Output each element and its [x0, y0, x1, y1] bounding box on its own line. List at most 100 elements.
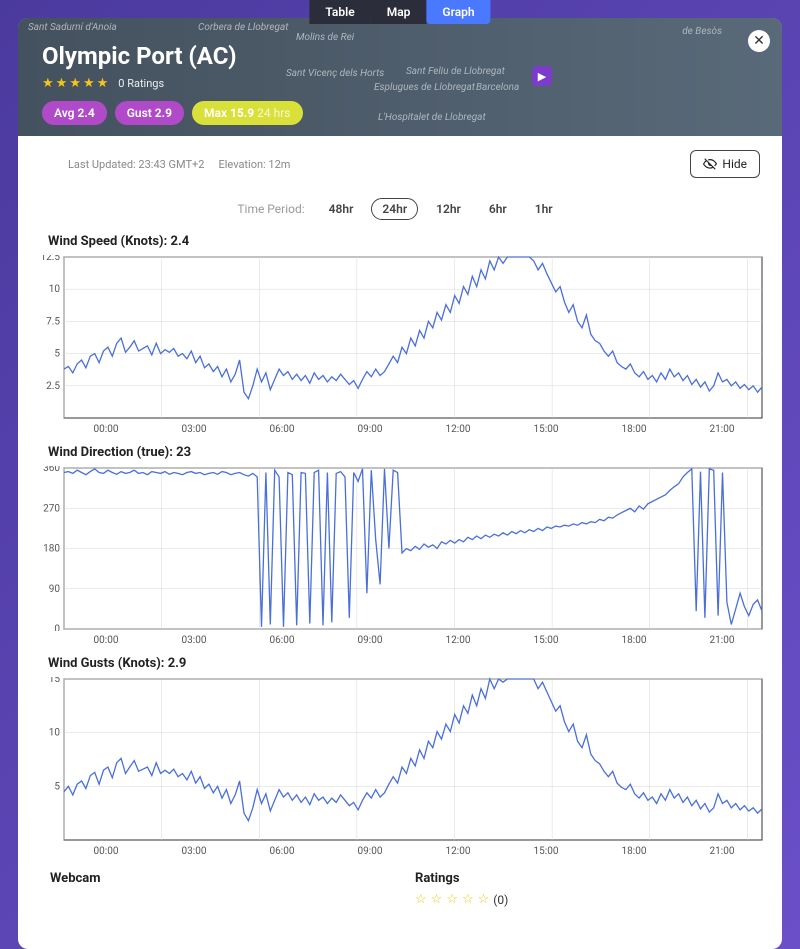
webcam-title: Webcam — [50, 871, 385, 886]
star-outline-icon: ☆ — [431, 892, 443, 907]
pill-max-suffix: 24 hrs — [257, 106, 290, 120]
pill-max-label: Max — [204, 106, 227, 120]
eye-off-icon — [703, 157, 717, 171]
svg-text:15: 15 — [49, 677, 61, 685]
period-option-6hr[interactable]: 6hr — [479, 199, 517, 219]
x-tick-label: 18:00 — [622, 635, 647, 646]
ratings-section: Ratings ☆ ☆ ☆ ☆ ☆ (0) — [415, 871, 750, 907]
star-icon: ★ — [83, 76, 95, 91]
star-icon: ★ — [42, 76, 54, 91]
xaxis-direction: 00:00 03:00 06:00 09:00 12:00 15:00 18:00 21:00 — [34, 631, 766, 646]
chart-speed-section: Wind Speed (Knots): 2.4 2.5 5 7.5 10 12.5 00… — [34, 234, 766, 435]
svg-text:10: 10 — [49, 728, 61, 739]
svg-text:5: 5 — [54, 781, 60, 792]
x-tick-label: 21:00 — [710, 846, 735, 857]
close-icon: ✕ — [753, 33, 765, 49]
period-option-1hr[interactable]: 1hr — [525, 199, 563, 219]
elevation-text: Elevation: 12m — [219, 158, 291, 171]
page-title: Olympic Port (AC) — [42, 42, 758, 70]
hide-label: Hide — [722, 157, 747, 171]
svg-text:10: 10 — [49, 284, 61, 295]
tab-map[interactable]: Map — [371, 0, 427, 24]
ratings-count: (0) — [493, 893, 508, 907]
x-tick-label: 15:00 — [534, 846, 559, 857]
chart-direction-title: Wind Direction (true): 23 — [48, 445, 766, 460]
map-label: Esplugues de Llobregat — [374, 82, 475, 93]
x-tick-label: 09:00 — [358, 424, 383, 435]
xaxis-gusts: 00:00 03:00 06:00 09:00 12:00 15:00 18:00 21:00 — [34, 842, 766, 857]
svg-text:7.5: 7.5 — [46, 316, 60, 327]
x-tick-label: 15:00 — [534, 635, 559, 646]
svg-text:12.5: 12.5 — [41, 255, 61, 263]
header-stars: ★ ★ ★ ★ ★ — [42, 76, 108, 91]
location-marker-icon[interactable]: ▶ — [532, 66, 552, 86]
pill-avg-value: 2.4 — [77, 106, 94, 120]
map-label: Sant Vicenç dels Horts — [286, 68, 384, 79]
time-period-label: Time Period: — [237, 202, 304, 216]
star-outline-icon: ☆ — [478, 892, 490, 907]
header: Sant Sadurní d'Anoia Corbera de Llobrega… — [18, 18, 782, 136]
star-icon: ★ — [97, 76, 109, 91]
star-icon: ★ — [56, 76, 68, 91]
svg-text:180: 180 — [43, 544, 60, 555]
x-tick-label: 18:00 — [622, 846, 647, 857]
period-option-48hr[interactable]: 48hr — [319, 199, 364, 219]
chart-gusts-section: Wind Gusts (Knots): 2.9 5 10 15 00:00 03:00… — [34, 656, 766, 857]
close-button[interactable]: ✕ — [748, 30, 770, 52]
period-option-24hr[interactable]: 24hr — [371, 198, 418, 220]
x-tick-label: 21:00 — [710, 424, 735, 435]
chart-gusts: 5 10 15 — [34, 677, 766, 842]
star-outline-icon: ☆ — [415, 892, 427, 907]
pill-avg: Avg 2.4 — [42, 101, 107, 125]
pill-avg-label: Avg — [54, 106, 74, 120]
x-tick-label: 12:00 — [446, 846, 471, 857]
hide-button[interactable]: Hide — [690, 150, 760, 178]
modal: Sant Sadurní d'Anoia Corbera de Llobrega… — [18, 18, 782, 949]
x-tick-label: 06:00 — [270, 846, 295, 857]
xaxis-speed: 00:00 03:00 06:00 09:00 12:00 15:00 18:00 21:00 — [34, 420, 766, 435]
svg-text:5: 5 — [54, 349, 60, 360]
x-tick-label: 03:00 — [182, 424, 207, 435]
star-icon: ★ — [69, 76, 81, 91]
pill-gust: Gust 2.9 — [115, 101, 184, 125]
x-tick-label: 18:00 — [622, 424, 647, 435]
chart-gusts-title: Wind Gusts (Knots): 2.9 — [48, 656, 766, 671]
x-tick-label: 00:00 — [94, 424, 119, 435]
pill-gust-label: Gust — [127, 106, 152, 120]
svg-text:360: 360 — [43, 466, 60, 474]
svg-text:270: 270 — [43, 503, 60, 514]
x-tick-label: 06:00 — [270, 635, 295, 646]
x-tick-label: 21:00 — [710, 635, 735, 646]
x-tick-label: 15:00 — [534, 424, 559, 435]
svg-text:2.5: 2.5 — [46, 381, 60, 392]
x-tick-label: 09:00 — [358, 635, 383, 646]
top-tabs: Table Map Graph — [309, 0, 490, 24]
map-label: L'Hospitalet de Llobregat — [378, 112, 486, 123]
map-label: Sant Sadurní d'Anoia — [28, 22, 117, 33]
x-tick-label: 03:00 — [182, 846, 207, 857]
time-period-row: Time Period: 48hr 24hr 12hr 6hr 1hr — [18, 186, 782, 234]
pill-max-value: 15.9 — [230, 106, 254, 120]
tab-table[interactable]: Table — [309, 0, 370, 24]
ratings-stars[interactable]: ☆ ☆ ☆ ☆ ☆ (0) — [415, 892, 750, 907]
svg-text:90: 90 — [49, 584, 61, 595]
x-tick-label: 03:00 — [182, 635, 207, 646]
chart-speed: 2.5 5 7.5 10 12.5 — [34, 255, 766, 420]
star-outline-icon: ☆ — [446, 892, 458, 907]
period-option-12hr[interactable]: 12hr — [426, 199, 471, 219]
last-updated-text: Last Updated: 23:43 GMT+2 — [68, 158, 205, 171]
map-label: Corbera de Llobregat — [198, 22, 288, 33]
x-tick-label: 00:00 — [94, 846, 119, 857]
x-tick-label: 09:00 — [358, 846, 383, 857]
x-tick-label: 06:00 — [270, 424, 295, 435]
x-tick-label: 00:00 — [94, 635, 119, 646]
x-tick-label: 12:00 — [446, 424, 471, 435]
x-tick-label: 12:00 — [446, 635, 471, 646]
map-label: de Besòs — [682, 26, 722, 37]
svg-text:0: 0 — [54, 624, 60, 631]
pill-gust-value: 2.9 — [155, 106, 172, 120]
chart-speed-title: Wind Speed (Knots): 2.4 — [48, 234, 766, 249]
tab-graph[interactable]: Graph — [426, 0, 490, 24]
star-outline-icon: ☆ — [462, 892, 474, 907]
map-label: Molins de Rei — [296, 32, 354, 43]
